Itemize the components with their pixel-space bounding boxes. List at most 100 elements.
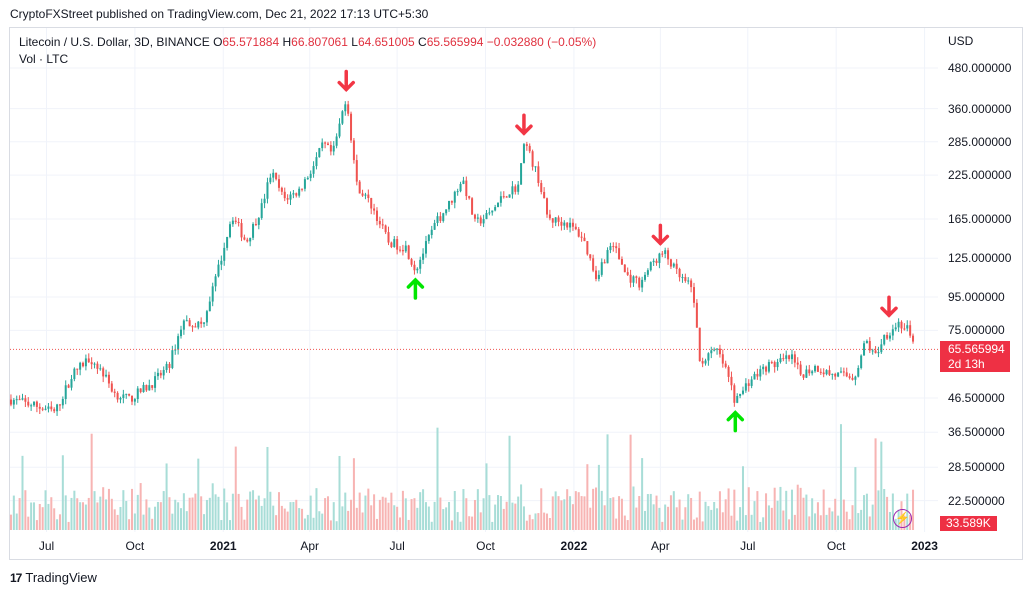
candle [695, 299, 698, 328]
volume-bar [476, 489, 479, 530]
candle [868, 337, 871, 354]
candle [750, 376, 753, 389]
candle [459, 181, 462, 193]
volume-bar [839, 424, 842, 530]
candle [387, 226, 390, 246]
volume-bar [433, 501, 436, 530]
volume-bar [727, 488, 730, 530]
candle [672, 262, 675, 269]
candle [557, 215, 560, 227]
candle [73, 367, 76, 382]
volume-bar [90, 433, 93, 530]
volume-bar [156, 501, 159, 530]
volume-bar [358, 492, 361, 530]
x-tick-label: 2022 [560, 539, 588, 553]
volume-bar [243, 519, 246, 530]
candle [84, 354, 87, 371]
volume-bar [237, 493, 240, 530]
candle [825, 369, 828, 376]
volume-bar [721, 512, 724, 530]
candle [130, 395, 134, 406]
candle [217, 259, 220, 278]
volume-bar [396, 506, 399, 530]
currency-label[interactable]: USD [948, 34, 974, 48]
volume-bar [863, 495, 866, 530]
volume-bar [142, 514, 145, 530]
volume-bar [96, 502, 99, 530]
volume-bar [790, 489, 793, 530]
volume-bar [508, 435, 511, 530]
candle [21, 393, 24, 401]
candle [796, 357, 799, 370]
volume-bar [713, 502, 716, 530]
volume-bar [148, 507, 151, 530]
candle [436, 212, 439, 227]
volume-bar [200, 496, 203, 530]
volume-bar [321, 513, 324, 530]
candle [122, 389, 125, 404]
candle [70, 374, 73, 391]
volume-bar [223, 488, 226, 530]
close-value: 65.565994 [426, 35, 484, 49]
candle [762, 364, 765, 375]
volume-bar [197, 458, 200, 530]
volume-bar [471, 516, 474, 530]
candle [338, 118, 341, 139]
volume-bar [240, 506, 243, 530]
candle [367, 189, 370, 203]
candle [883, 334, 886, 346]
volume-bar [53, 508, 56, 530]
candle [592, 254, 595, 273]
volume-bar [179, 508, 183, 530]
candle [329, 141, 332, 156]
volume-bar [592, 488, 595, 530]
candle [326, 141, 329, 146]
candle [119, 396, 122, 404]
candle [508, 194, 511, 198]
candle [419, 256, 422, 274]
volume-bar [130, 488, 134, 530]
volume-legend[interactable]: Vol · LTC [19, 52, 69, 66]
volume-bar [214, 494, 217, 530]
candle [788, 354, 791, 362]
volume-bar [318, 511, 321, 530]
symbol-legend[interactable]: Litecoin / U.S. Dollar, 3D, BINANCE O65.… [19, 35, 596, 49]
candle [76, 368, 79, 375]
volume-bar [626, 520, 629, 530]
volume-bar [275, 515, 278, 530]
volume-bar [788, 519, 791, 530]
candle [18, 395, 21, 401]
candle [629, 269, 632, 288]
candle [116, 391, 119, 403]
candle [223, 242, 226, 266]
open-label: O [213, 35, 223, 49]
lightning-icon[interactable]: ⚡ [893, 509, 912, 528]
candle [445, 209, 448, 216]
volume-bar [548, 518, 551, 530]
volume-bar [658, 507, 661, 530]
tradingview-footer[interactable]: 17 TradingView [10, 570, 97, 585]
candle [96, 361, 99, 374]
volume-bar [64, 495, 67, 530]
candle [292, 189, 295, 199]
volume-bar [718, 491, 721, 530]
candle [156, 368, 159, 380]
candle [102, 366, 105, 383]
candle [315, 152, 318, 170]
volume-bar [557, 496, 560, 530]
volume-bar [208, 497, 211, 530]
volume-bar [744, 515, 747, 530]
candle [886, 332, 889, 341]
volume-bar [770, 507, 773, 530]
volume-bar [390, 492, 393, 530]
volume-bar [600, 490, 603, 530]
volume-bar [35, 520, 38, 530]
volume-bar [736, 520, 739, 530]
candle [344, 101, 347, 116]
candle [355, 154, 358, 186]
candle [615, 242, 618, 254]
volume-bar [324, 498, 327, 530]
volume-bar [828, 507, 831, 530]
open-value: 65.571884 [222, 35, 280, 49]
